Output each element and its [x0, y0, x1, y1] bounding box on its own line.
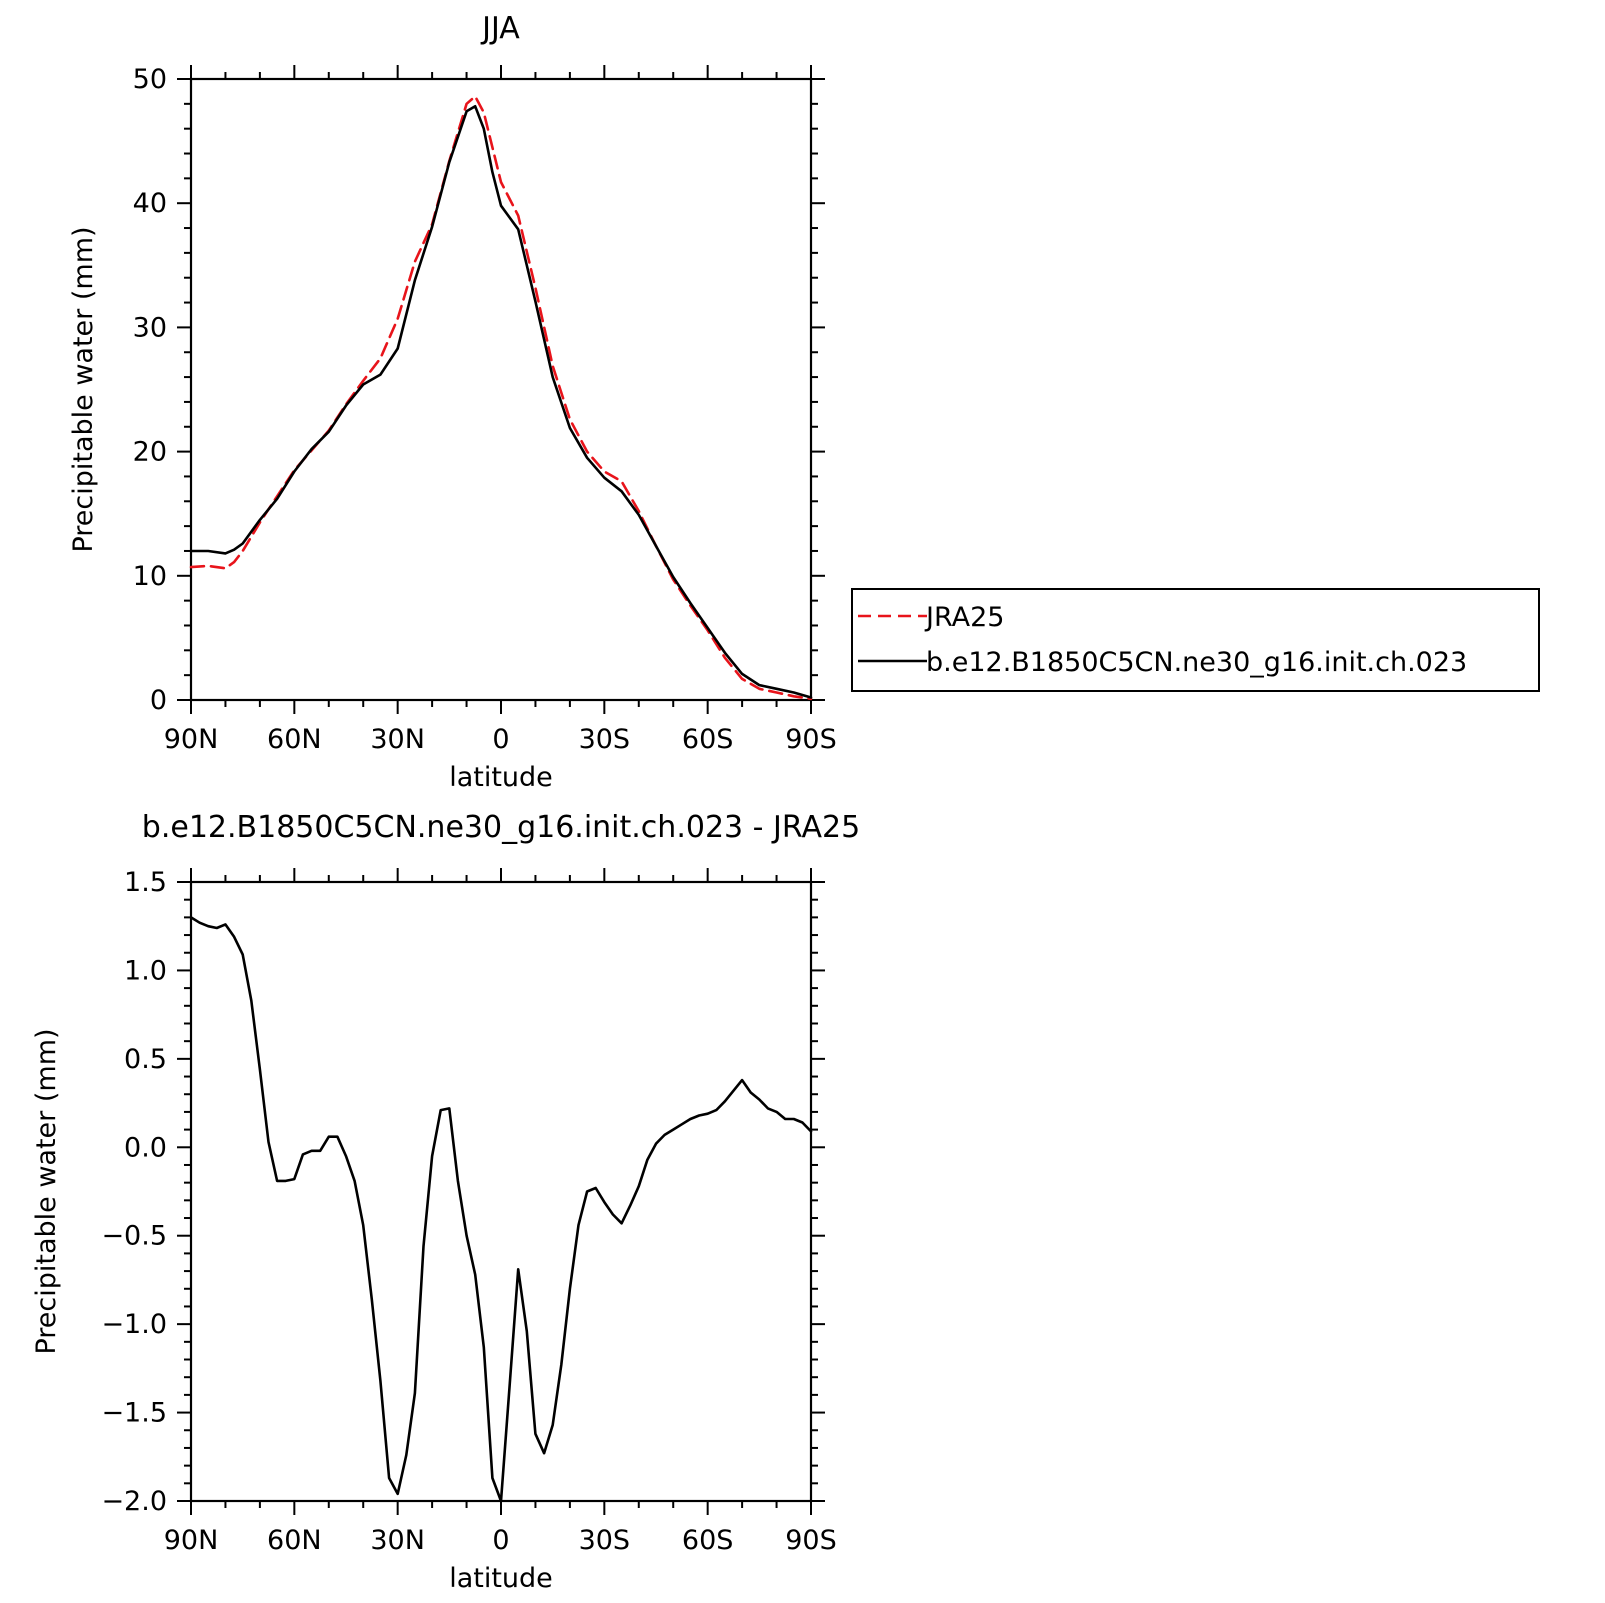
chart-title: JJA [480, 11, 520, 46]
legend-box [851, 588, 1540, 692]
x-tick-label: 30S [579, 724, 631, 755]
y-tick-label: 30 [133, 312, 167, 343]
x-tick-label: 30N [370, 1525, 425, 1556]
series-line-model [189, 105, 813, 699]
y-tick-label: 0.5 [124, 1044, 167, 1075]
legend-label-jra25: JRA25 [924, 602, 1004, 633]
x-axis-label: latitude [449, 762, 553, 793]
y-tick-label: 1.0 [124, 955, 167, 986]
x-tick-label: 90N [164, 1525, 219, 1556]
x-tick-label: 30S [579, 1525, 631, 1556]
x-tick-label: 60S [682, 1525, 734, 1556]
y-tick-label: 0.0 [124, 1132, 167, 1163]
y-tick-label: −1.5 [101, 1398, 167, 1429]
series-line-difference [189, 916, 813, 1503]
legend-label-model: b.e12.B1850C5CN.ne30_g16.init.ch.023 [926, 647, 1467, 678]
y-tick-label: −2.0 [101, 1486, 167, 1517]
x-tick-label: 90S [785, 1525, 837, 1556]
x-tick-label: 90N [164, 724, 219, 755]
panel-difference: b.e12.B1850C5CN.ne30_g16.init.ch.023 - J… [31, 810, 860, 1594]
x-tick-label: 30N [370, 724, 425, 755]
x-tick-label: 0 [492, 724, 509, 755]
x-axis-label: latitude [449, 1563, 553, 1594]
x-tick-label: 0 [492, 1525, 509, 1556]
y-tick-label: 1.5 [124, 867, 167, 898]
y-tick-label: −0.5 [101, 1221, 167, 1252]
y-tick-label: 0 [150, 685, 167, 716]
y-tick-label: 50 [133, 64, 167, 95]
x-tick-label: 90S [785, 724, 837, 755]
panel-seasonal-mean: JJA 0 10 20 30 40 50 90N 60N 30N 0 30S 60S 90S latitud… [68, 11, 1540, 793]
y-tick-label: −1.0 [101, 1309, 167, 1340]
x-tick-label: 60N [267, 1525, 322, 1556]
series-line-jra25 [189, 95, 813, 701]
plot-frame [189, 77, 813, 702]
y-axis-label: Precipitable water (mm) [31, 1028, 62, 1354]
x-tick-label: 60N [267, 724, 322, 755]
x-tick-label: 60S [682, 724, 734, 755]
chart-title: b.e12.B1850C5CN.ne30_g16.init.ch.023 - J… [142, 810, 860, 845]
y-axis-label: Precipitable water (mm) [68, 226, 99, 552]
y-tick-label: 10 [133, 561, 167, 592]
plot-frame [189, 880, 813, 1503]
y-tick-label: 40 [133, 188, 167, 219]
y-tick-label: 20 [133, 437, 167, 468]
